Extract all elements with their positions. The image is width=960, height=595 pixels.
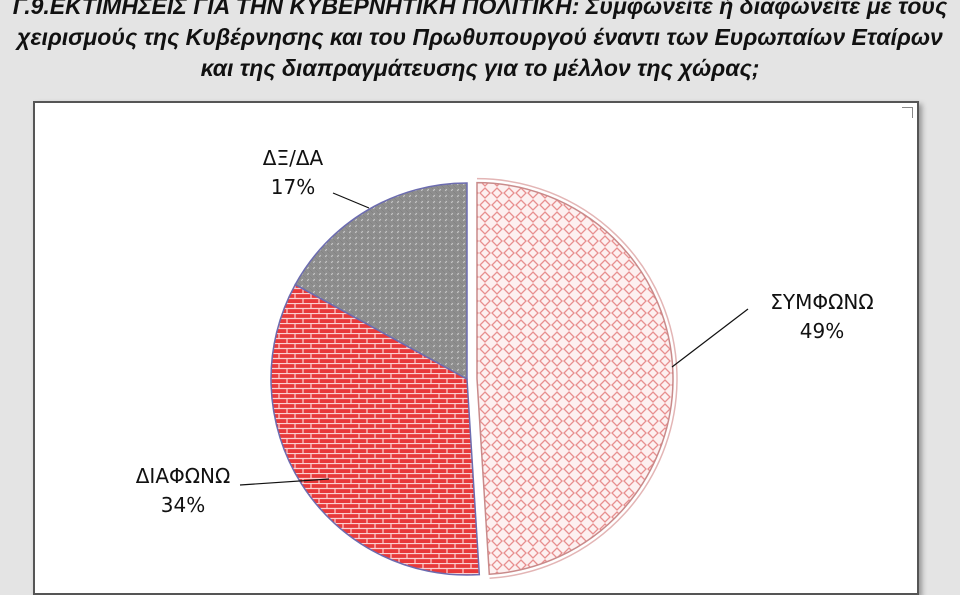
chart-corner-mark [902, 107, 913, 118]
pie-chart: ΣΥΜΦΩΝΩ 49% ΔΙΑΦΩΝΩ 34% ΔΞ/ΔΑ 17% [136, 146, 874, 580]
pie-slice-1 [476, 181, 674, 576]
leader-line-2 [239, 478, 330, 486]
slice-value-label-1: 49% [800, 319, 844, 343]
pie-slice-rim [476, 177, 678, 580]
title-line-3: και της διαπραγμάτευσης για το μέλλον τη… [200, 55, 760, 81]
leader-line-1 [671, 308, 749, 368]
title-line-2: χειρισμούς της Κυβέρνησης και του Πρωθυπ… [17, 24, 943, 50]
pie-slice-3 [294, 182, 468, 381]
slice-label-2: ΔΙΑΦΩΝΩ [136, 464, 231, 488]
leader-line-3 [332, 192, 370, 209]
slice-value-label-2: 34% [161, 493, 205, 517]
slice-label-3: ΔΞ/ΔΑ [263, 146, 324, 170]
slice-label-1: ΣΥΜΦΩΝΩ [770, 290, 873, 314]
chart-area: ΣΥΜΦΩΝΩ 49% ΔΙΑΦΩΝΩ 34% ΔΞ/ΔΑ 17% [33, 101, 919, 595]
chart-title: Γ.9.ΕΚΤΙΜΗΣΕΙΣ ΓΙΑ ΤΗΝ ΚΥΒΕΡΝΗΤΙΚΗ ΠΟΛΙΤ… [0, 0, 960, 84]
title-line-1: Γ.9.ΕΚΤΙΜΗΣΕΙΣ ΓΙΑ ΤΗΝ ΚΥΒΕΡΝΗΤΙΚΗ ΠΟΛΙΤ… [12, 0, 948, 19]
slice-value-label-3: 17% [271, 175, 315, 199]
